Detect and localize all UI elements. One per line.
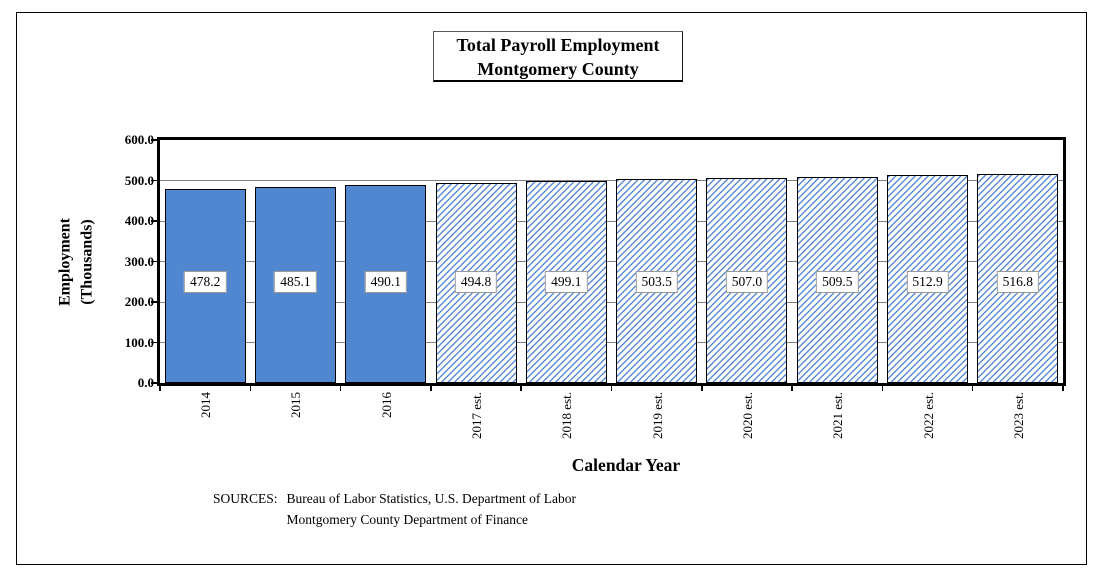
y-axis-title: Employment (Thousands) bbox=[55, 141, 101, 384]
y-tick-label: 600.0 bbox=[124, 132, 154, 147]
bar-value-label: 516.8 bbox=[996, 271, 1040, 293]
x-tick-label-wrap: 2020 est. bbox=[740, 391, 755, 439]
x-axis-tick bbox=[791, 386, 793, 391]
x-axis-tick bbox=[610, 386, 613, 391]
y-axis-tick bbox=[151, 301, 157, 303]
sources-line-2: Montgomery County Department of Finance bbox=[286, 512, 528, 527]
x-tick-label: 2015 bbox=[288, 392, 304, 418]
y-tick-label: 400.0 bbox=[124, 213, 154, 228]
bar-value-label: 485.1 bbox=[274, 271, 317, 293]
x-tick-label: 2016 bbox=[378, 392, 394, 418]
x-tick-label-wrap: 2022 est. bbox=[921, 391, 936, 439]
chart-title-box: Total Payroll Employment Montgomery Coun… bbox=[433, 31, 683, 82]
bar-2014 bbox=[164, 189, 246, 383]
y-tick-label: 300.0 bbox=[124, 253, 154, 269]
x-tick-label: 2021 est. bbox=[830, 392, 846, 439]
x-axis-tick bbox=[249, 386, 252, 391]
y-axis-tick bbox=[151, 139, 157, 141]
bar-value-label: 507.0 bbox=[725, 271, 769, 293]
gridline-500 bbox=[160, 180, 1063, 181]
x-tick-label-wrap: 2017 est. bbox=[469, 391, 484, 439]
y-tick-label: 500.0 bbox=[124, 172, 154, 188]
sources-note: SOURCES: Bureau of Labor Statistics, U.S… bbox=[213, 488, 576, 530]
x-tick-label: 2019 est. bbox=[649, 392, 665, 439]
chart-title-line-2: Montgomery County bbox=[477, 59, 639, 79]
x-tick-label-wrap: 2021 est. bbox=[830, 391, 845, 439]
y-axis-tick bbox=[151, 220, 157, 222]
bar-value-label: 494.8 bbox=[454, 271, 498, 293]
x-tick-label-wrap: 2018 est. bbox=[559, 391, 574, 439]
x-tick-label: 2018 est. bbox=[559, 392, 575, 439]
gridline-400 bbox=[160, 220, 1063, 222]
sources-label: SOURCES: bbox=[213, 491, 278, 506]
y-axis-title-line-2: (Thousands) bbox=[78, 219, 96, 305]
bar-value-label: 509.5 bbox=[816, 271, 859, 293]
x-tick-label: 2022 est. bbox=[920, 392, 936, 439]
sources-lines: Bureau of Labor Statistics, U.S. Departm… bbox=[287, 488, 576, 530]
y-axis-tick bbox=[151, 382, 157, 384]
y-tick-label: 0.0 bbox=[137, 375, 154, 390]
x-tick-label-wrap: 2014 bbox=[198, 391, 213, 418]
bar-value-label: 503.5 bbox=[635, 271, 678, 293]
plot-frame: 478.2 485.1 490.1 494.8 499.1 503.5 507.0 509.5… bbox=[157, 137, 1066, 386]
bar-value-label: 512.9 bbox=[906, 271, 949, 293]
x-tick-label-wrap: 2023 est. bbox=[1011, 391, 1026, 439]
x-tick-label-wrap: 2016 bbox=[379, 391, 394, 418]
x-tick-label: 2014 bbox=[198, 392, 214, 418]
plot-area: 478.2 485.1 490.1 494.8 499.1 503.5 507.0 509.5… bbox=[160, 140, 1063, 383]
x-tick-label: 2023 est. bbox=[1010, 392, 1026, 439]
bar-value-label: 478.2 bbox=[183, 271, 227, 293]
x-tick-label-wrap: 2015 bbox=[288, 391, 303, 418]
x-axis-tick bbox=[971, 386, 974, 391]
x-axis-tick bbox=[430, 386, 432, 391]
chart-title-line-1: Total Payroll Employment bbox=[456, 35, 660, 55]
y-axis-tick bbox=[151, 341, 157, 344]
y-axis-tick bbox=[151, 179, 157, 182]
y-axis-title-line-1: Employment bbox=[56, 218, 74, 306]
x-axis-tick bbox=[701, 386, 703, 391]
x-axis-title: Calendar Year bbox=[571, 455, 681, 475]
y-tick-label: 100.0 bbox=[124, 334, 154, 350]
x-axis-tick bbox=[520, 386, 522, 391]
y-axis-tick bbox=[151, 260, 157, 263]
x-axis-tick bbox=[881, 386, 884, 391]
x-tick-label-wrap: 2019 est. bbox=[650, 391, 665, 439]
y-tick-label: 200.0 bbox=[124, 294, 154, 309]
x-axis-tick bbox=[159, 386, 161, 391]
bar-value-label: 490.1 bbox=[364, 271, 407, 293]
gridline-300 bbox=[160, 261, 1063, 262]
x-tick-label: 2020 est. bbox=[739, 392, 755, 439]
x-tick-label: 2017 est. bbox=[469, 392, 485, 439]
x-axis-tick bbox=[1062, 386, 1064, 391]
bar-value-label: 499.1 bbox=[545, 271, 588, 293]
sources-line-1: Bureau of Labor Statistics, U.S. Departm… bbox=[286, 491, 576, 506]
gridline-100 bbox=[160, 342, 1063, 343]
x-axis-tick bbox=[339, 386, 342, 391]
gridline-200 bbox=[160, 301, 1063, 303]
